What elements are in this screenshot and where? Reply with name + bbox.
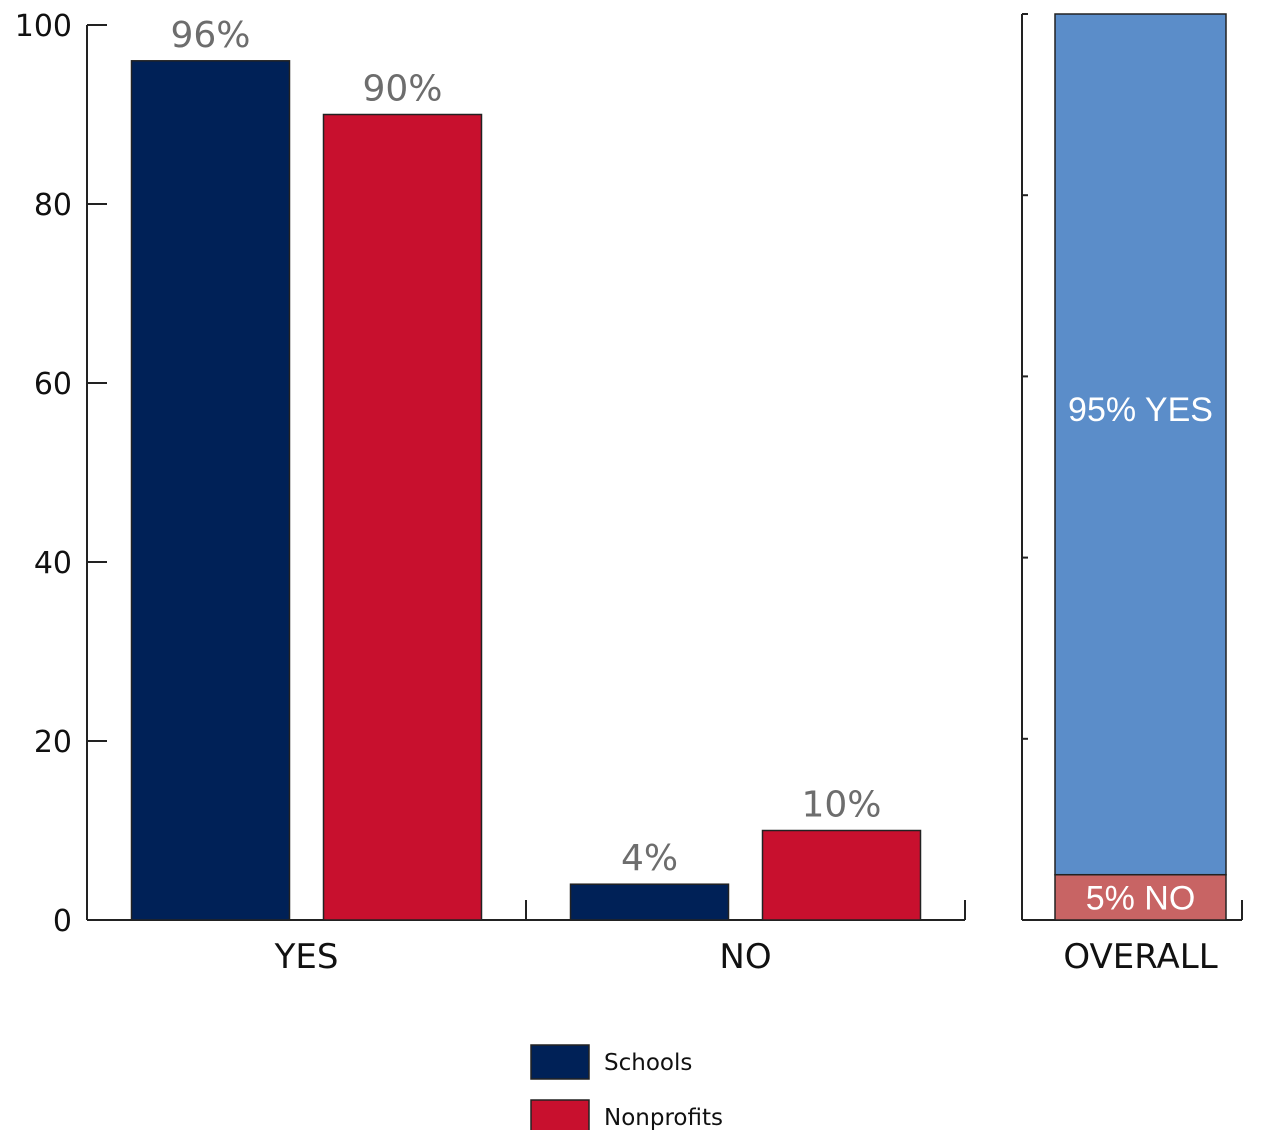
y-tick-label: 40 [34,546,72,581]
data-label: 10% [801,785,881,826]
y-tick-label: 100 [15,9,72,44]
stacked-segment-label: 5% NO [1086,879,1196,917]
grouped-bar-chart: 0 20 40 60 80 100 96% 90% YES 4% 10% NO [15,9,966,977]
legend-label-schools: Schools [604,1050,692,1076]
x-category-label: NO [719,937,771,977]
stacked-bar-chart: 5% NO 95% YES OVERALL [1021,13,1243,977]
overall-category-label: OVERALL [1063,937,1217,977]
x-category-label: YES [274,937,339,977]
legend-label-nonprofits: Nonprofits [604,1105,723,1130]
stacked-segment-yes [1054,13,1227,876]
legend: Schools Nonprofits [530,1044,723,1130]
y-tick-label: 60 [34,367,72,402]
legend-swatch-nonprofits [530,1099,590,1130]
data-label: 4% [621,838,678,879]
bar-schools-no [569,883,730,921]
bar-nonprofits-no [761,829,922,921]
y-tick-label: 0 [53,904,72,939]
y-tick-label: 80 [34,188,72,223]
bar-nonprofits-yes [322,113,483,921]
legend-swatch-schools [530,1044,590,1080]
data-label: 90% [362,69,442,110]
data-label: 96% [170,15,250,56]
y-tick-label: 20 [34,725,72,760]
bar-schools-yes [130,60,291,921]
stacked-segment-label: 95% YES [1068,391,1213,429]
